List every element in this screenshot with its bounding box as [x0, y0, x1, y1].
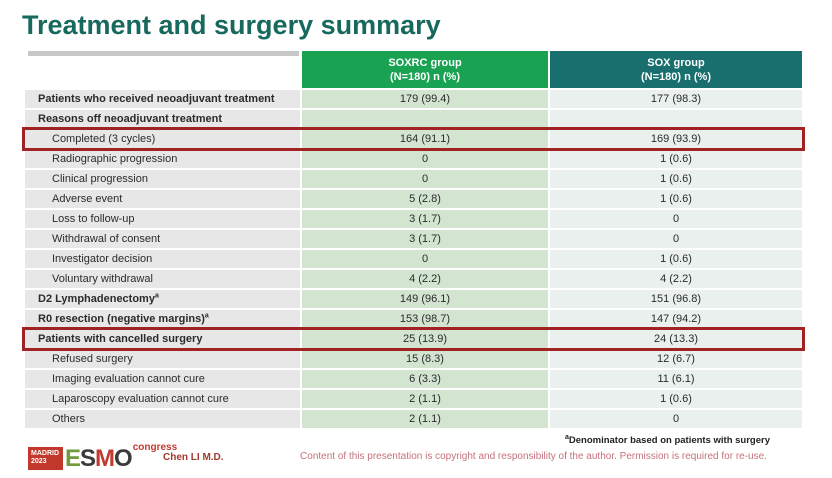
- soxrc-header-line1: SOXRC group: [388, 56, 462, 69]
- row-label: Voluntary withdrawal: [25, 270, 300, 288]
- table-row: Withdrawal of consent 3 (1.7) 0: [25, 230, 802, 248]
- table-row: Clinical progression 0 1 (0.6): [25, 170, 802, 188]
- row-label: Imaging evaluation cannot cure: [25, 370, 300, 388]
- table-row: Laparoscopy evaluation cannot cure 2 (1.1…: [25, 390, 802, 408]
- footnote-text: Denominator based on patients with surge…: [568, 435, 770, 446]
- sox-value: 11 (6.1): [550, 370, 802, 388]
- esmo-congress-logo: MADRID 2023 ESMO congress: [28, 441, 177, 471]
- sox-value: 12 (6.7): [550, 350, 802, 368]
- sox-value: 169 (93.9): [550, 130, 802, 148]
- row-label: R0 resection (negative margins)a: [25, 310, 300, 328]
- row-label: Laparoscopy evaluation cannot cure: [25, 390, 300, 408]
- row-label: Reasons off neoadjuvant treatment: [25, 110, 300, 128]
- table-header-row: SOXRC group (N=180) n (%) SOX group (N=1…: [25, 51, 802, 88]
- table-body: Patients who received neoadjuvant treatm…: [22, 90, 805, 428]
- table-row: Loss to follow-up 3 (1.7) 0: [25, 210, 802, 228]
- soxrc-value: 0: [302, 250, 548, 268]
- sox-value: 151 (96.8): [550, 290, 802, 308]
- table-row: D2 Lymphadenectomya 149 (96.1) 151 (96.8): [25, 290, 802, 308]
- table-row: Imaging evaluation cannot cure 6 (3.3) 11 …: [25, 370, 802, 388]
- row-label: Adverse event: [25, 190, 300, 208]
- sox-value: [550, 110, 802, 128]
- sox-value: 4 (2.2): [550, 270, 802, 288]
- logo-year: 2023: [31, 458, 47, 465]
- table-row: Patients who received neoadjuvant treatm…: [25, 90, 802, 108]
- sox-value: 1 (0.6): [550, 190, 802, 208]
- table-row: Investigator decision 0 1 (0.6): [25, 250, 802, 268]
- row-label: D2 Lymphadenectomya: [25, 290, 300, 308]
- table-row: Reasons off neoadjuvant treatment: [25, 110, 802, 128]
- sox-header-line2: (N=180) n (%): [641, 70, 711, 83]
- row-label: Completed (3 cycles): [25, 130, 300, 148]
- soxrc-value: 0: [302, 150, 548, 168]
- sox-value: 0: [550, 230, 802, 248]
- soxrc-value: 25 (13.9): [302, 330, 548, 348]
- row-label: Patients who received neoadjuvant treatm…: [25, 90, 300, 108]
- table-row: Refused surgery 15 (8.3) 12 (6.7): [25, 350, 802, 368]
- soxrc-value: 0: [302, 170, 548, 188]
- congress-label: congress: [132, 442, 178, 453]
- presenter-name: Chen LI M.D.: [163, 452, 224, 463]
- soxrc-value: 3 (1.7): [302, 230, 548, 248]
- soxrc-value: 153 (98.7): [302, 310, 548, 328]
- sox-value: 147 (94.2): [550, 310, 802, 328]
- soxrc-header-line2: (N=180) n (%): [390, 70, 460, 83]
- row-label: Loss to follow-up: [25, 210, 300, 228]
- soxrc-value: 6 (3.3): [302, 370, 548, 388]
- logo-location: MADRID: [31, 450, 59, 457]
- row-label: Refused surgery: [25, 350, 300, 368]
- header-spacer-cell: [25, 51, 300, 88]
- soxrc-value: 5 (2.8): [302, 190, 548, 208]
- summary-table: SOXRC group (N=180) n (%) SOX group (N=1…: [22, 51, 805, 430]
- sox-value: 177 (98.3): [550, 90, 802, 108]
- header-sox-group: SOX group (N=180) n (%): [550, 51, 802, 88]
- sox-value: 1 (0.6): [550, 150, 802, 168]
- table-row: R0 resection (negative margins)a 153 (98.…: [25, 310, 802, 328]
- soxrc-value: 164 (91.1): [302, 130, 548, 148]
- sox-value: 1 (0.6): [550, 390, 802, 408]
- footnote-marker: a: [564, 433, 569, 441]
- row-label: Others: [25, 410, 300, 428]
- table-row: Completed (3 cycles) 164 (91.1) 169 (93.9): [22, 127, 805, 151]
- soxrc-value: [302, 110, 548, 128]
- sox-value: 1 (0.6): [550, 170, 802, 188]
- row-label: Radiographic progression: [25, 150, 300, 168]
- sox-value: 0: [550, 410, 802, 428]
- row-label: Withdrawal of consent: [25, 230, 300, 248]
- madrid-2023-badge: MADRID 2023: [28, 447, 63, 470]
- table-row: Radiographic progression 0 1 (0.6): [25, 150, 802, 168]
- superscript-marker: a: [154, 292, 159, 300]
- copyright-notice: Content of this presentation is copyrigh…: [300, 451, 767, 462]
- footnote: aDenominator based on patients with surg…: [380, 433, 770, 446]
- soxrc-value: 149 (96.1): [302, 290, 548, 308]
- table-row: Patients with cancelled surgery 25 (13.9)…: [22, 327, 805, 351]
- table-row: Adverse event 5 (2.8) 1 (0.6): [25, 190, 802, 208]
- page-title: Treatment and surgery summary: [22, 10, 441, 40]
- title-underline-bar: [28, 51, 299, 56]
- sox-value: 0: [550, 210, 802, 228]
- soxrc-value: 179 (99.4): [302, 90, 548, 108]
- header-soxrc-group: SOXRC group (N=180) n (%): [302, 51, 548, 88]
- sox-header-line1: SOX group: [647, 56, 705, 69]
- sox-value: 1 (0.6): [550, 250, 802, 268]
- soxrc-value: 3 (1.7): [302, 210, 548, 228]
- soxrc-value: 2 (1.1): [302, 390, 548, 408]
- soxrc-value: 2 (1.1): [302, 410, 548, 428]
- row-label: Investigator decision: [25, 250, 300, 268]
- soxrc-value: 4 (2.2): [302, 270, 548, 288]
- row-label: Patients with cancelled surgery: [25, 330, 300, 348]
- soxrc-value: 15 (8.3): [302, 350, 548, 368]
- table-row: Others 2 (1.1) 0: [25, 410, 802, 428]
- esmo-wordmark: ESMO: [65, 445, 133, 472]
- sox-value: 24 (13.3): [550, 330, 802, 348]
- table-row: Voluntary withdrawal 4 (2.2) 4 (2.2): [25, 270, 802, 288]
- superscript-marker: a: [204, 312, 209, 320]
- row-label: Clinical progression: [25, 170, 300, 188]
